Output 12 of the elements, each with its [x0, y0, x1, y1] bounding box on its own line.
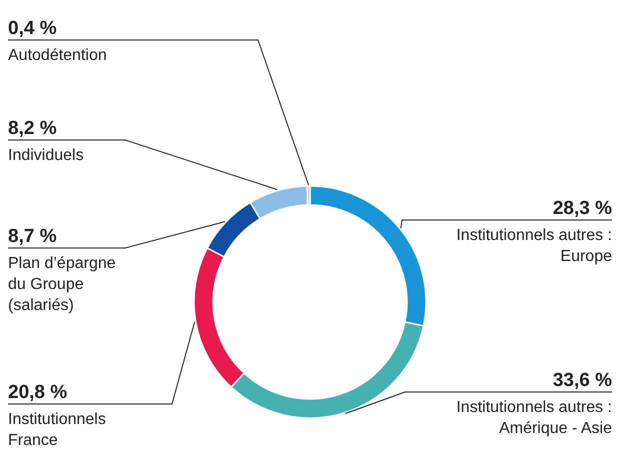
data-label: 8,7 % — [8, 226, 57, 247]
data-label: 33,6 % — [552, 370, 612, 391]
slice-label: Autodétention — [8, 47, 107, 64]
data-label: 8,2 % — [8, 118, 57, 139]
slice-label: Institutionnels autres : Amérique - Asie — [456, 399, 612, 437]
data-label: 28,3 % — [552, 198, 612, 219]
data-label: 0,4 % — [8, 18, 57, 39]
slice-label: Institutionnels autres : Europe — [456, 227, 612, 265]
slice-label: Individuels — [8, 147, 84, 164]
data-label: 20,8 % — [8, 382, 68, 403]
slice-label: Institutionnels France — [8, 411, 106, 449]
slice-label: Plan d’épargne du Groupe (salariés) — [8, 255, 116, 314]
